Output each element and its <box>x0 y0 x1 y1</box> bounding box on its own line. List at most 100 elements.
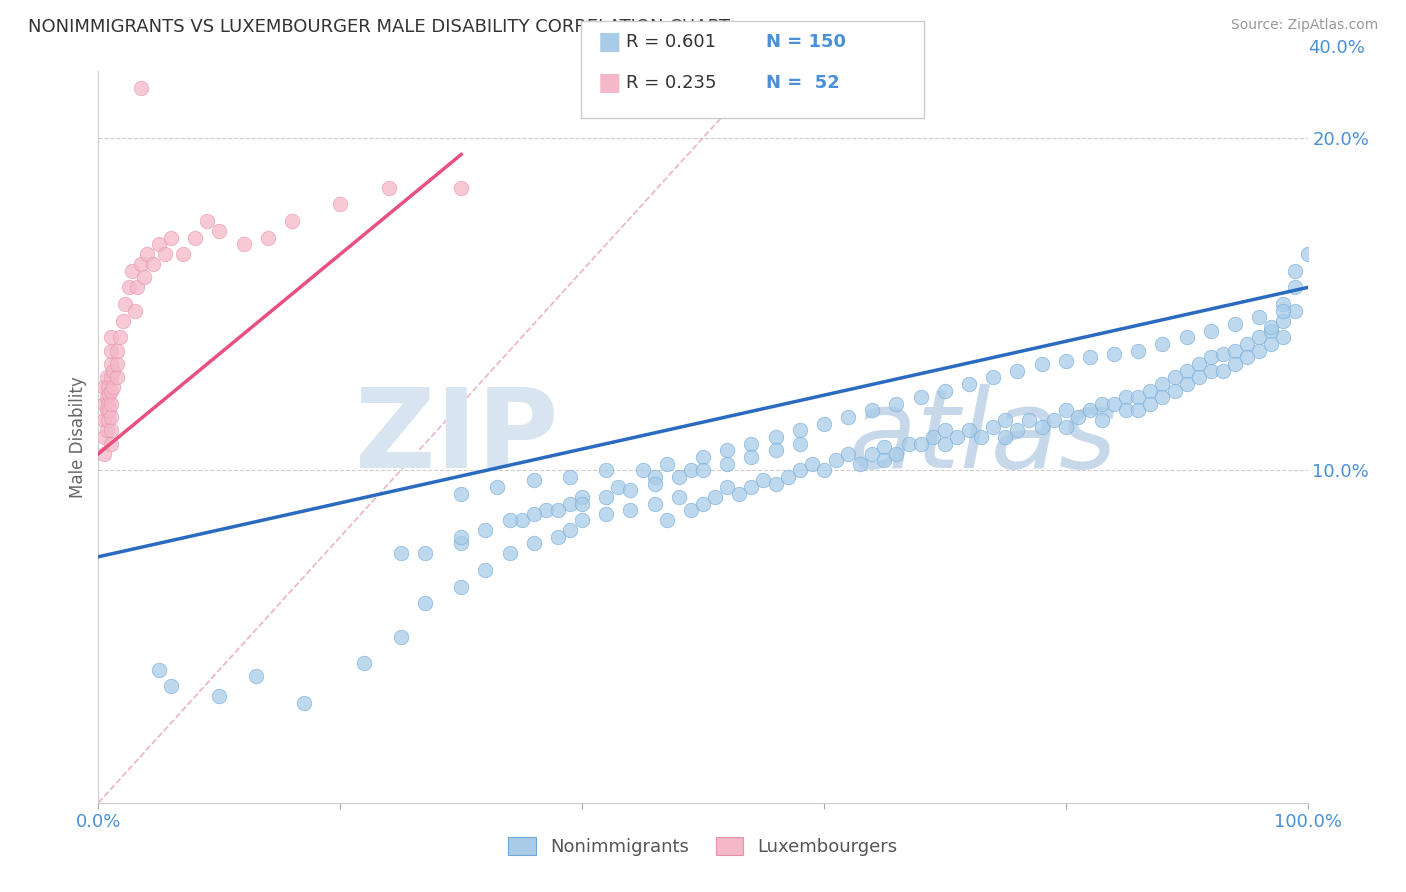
Point <box>100 343 122 358</box>
Point <box>486 480 509 494</box>
Point <box>101 363 124 377</box>
Point <box>1175 363 1198 377</box>
Point <box>558 497 581 511</box>
Point <box>571 490 593 504</box>
Legend: Nonimmigrants, Luxembourgers: Nonimmigrants, Luxembourgers <box>501 830 905 863</box>
Point <box>111 0 134 12</box>
Point <box>413 596 436 610</box>
Point <box>97 397 120 411</box>
Point <box>1139 397 1161 411</box>
Point <box>153 247 176 261</box>
Point <box>1272 303 1295 318</box>
Point <box>450 486 472 500</box>
Point <box>970 430 993 444</box>
Point <box>934 384 956 398</box>
Point <box>619 483 641 498</box>
Point <box>765 443 787 458</box>
Point <box>716 457 738 471</box>
Point <box>873 440 896 454</box>
Point <box>1249 310 1271 325</box>
Point <box>1199 351 1222 365</box>
Point <box>981 420 1004 434</box>
Point <box>837 447 859 461</box>
Point <box>1067 410 1090 425</box>
Point <box>208 224 231 238</box>
Point <box>1284 264 1306 278</box>
Point <box>1091 413 1114 427</box>
Text: N =  52: N = 52 <box>766 74 839 92</box>
Point <box>1296 247 1319 261</box>
Point <box>1007 424 1029 438</box>
Point <box>558 523 581 537</box>
Text: R = 0.601: R = 0.601 <box>626 33 716 51</box>
Text: N = 150: N = 150 <box>766 33 846 51</box>
Point <box>1007 363 1029 377</box>
Point <box>837 410 859 425</box>
Point <box>100 410 122 425</box>
Point <box>148 663 170 677</box>
Point <box>692 450 714 464</box>
Point <box>93 413 115 427</box>
Point <box>108 330 131 344</box>
Point <box>96 370 118 384</box>
Point <box>1139 384 1161 398</box>
Point <box>1152 337 1174 351</box>
Point <box>523 473 546 487</box>
Point <box>195 214 218 228</box>
Text: ■: ■ <box>598 30 621 54</box>
Point <box>994 430 1017 444</box>
Point <box>1284 280 1306 294</box>
Point <box>716 443 738 458</box>
Point <box>93 380 115 394</box>
Point <box>957 376 980 391</box>
Point <box>160 230 183 244</box>
Point <box>129 81 152 95</box>
Point <box>184 230 207 244</box>
Point <box>98 403 121 417</box>
Point <box>1163 370 1185 384</box>
Point <box>93 397 115 411</box>
Point <box>1115 403 1137 417</box>
Point <box>1272 330 1295 344</box>
Point <box>523 536 546 550</box>
Point <box>329 197 352 211</box>
Point <box>1054 420 1077 434</box>
Point <box>523 507 546 521</box>
Point <box>1152 390 1174 404</box>
Point <box>1199 363 1222 377</box>
Point <box>644 470 666 484</box>
Point <box>498 513 520 527</box>
Point <box>692 497 714 511</box>
Point <box>105 343 128 358</box>
Point <box>752 473 775 487</box>
Point <box>1018 413 1040 427</box>
Point <box>127 280 149 294</box>
Point <box>860 403 883 417</box>
Point <box>134 270 156 285</box>
Point <box>547 530 569 544</box>
Point <box>377 180 399 194</box>
Point <box>910 436 932 450</box>
Point <box>1042 413 1064 427</box>
Point <box>704 490 727 504</box>
Point <box>740 480 762 494</box>
Point <box>571 513 593 527</box>
Point <box>886 447 908 461</box>
Point <box>644 476 666 491</box>
Point <box>498 546 520 560</box>
Point <box>957 424 980 438</box>
Point <box>100 436 122 450</box>
Point <box>1163 384 1185 398</box>
Point <box>100 424 122 438</box>
Point <box>208 690 231 704</box>
Point <box>450 580 472 594</box>
Point <box>1272 314 1295 328</box>
Point <box>172 247 194 261</box>
Text: Source: ZipAtlas.com: Source: ZipAtlas.com <box>1230 18 1378 32</box>
Point <box>571 497 593 511</box>
Point <box>100 397 122 411</box>
Point <box>1078 351 1101 365</box>
Point <box>101 380 124 394</box>
Point <box>1223 343 1246 358</box>
Point <box>1031 357 1053 371</box>
